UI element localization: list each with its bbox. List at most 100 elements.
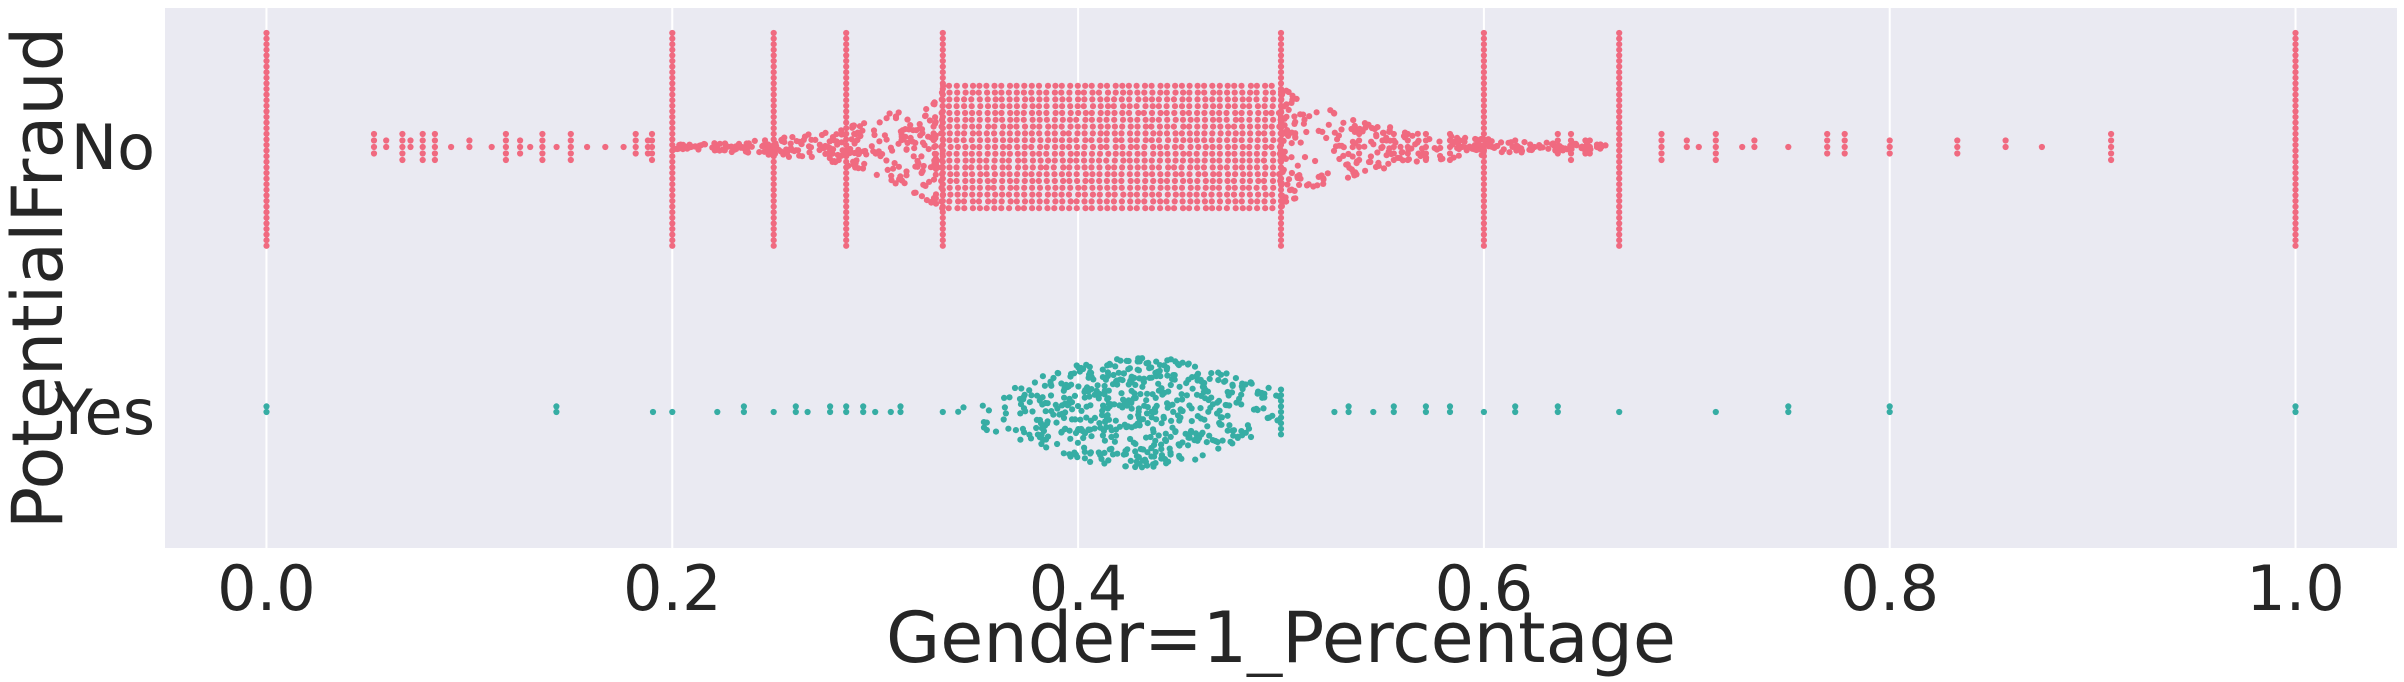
swarm-point [1331, 110, 1338, 117]
swarm-point [1238, 401, 1245, 408]
swarm-point [1164, 191, 1171, 198]
swarm-point [1126, 171, 1133, 178]
swarm-point [1230, 427, 1238, 434]
swarm-point [1210, 171, 1217, 178]
swarm-point [1480, 74, 1487, 81]
swarm-point [770, 130, 777, 137]
swarm-point [843, 57, 850, 65]
swarm-point [1082, 116, 1089, 123]
swarm-point [1089, 123, 1096, 130]
swarm-point [1022, 408, 1029, 415]
swarm-point [2292, 186, 2299, 193]
swarm-point [1238, 137, 1245, 144]
swarm-point [1141, 184, 1148, 191]
swarm-point [939, 130, 946, 137]
swarm-point [1616, 125, 1623, 132]
swarm-point [1103, 157, 1110, 164]
swarm-point [789, 134, 796, 141]
swarm-point [1216, 177, 1223, 185]
swarm-point [1179, 109, 1186, 117]
swarm-point [1088, 433, 1095, 440]
swarm-point [1006, 82, 1014, 89]
swarm-point [1194, 157, 1201, 164]
swarm-point [843, 63, 850, 70]
swarm-point [954, 123, 961, 130]
swarm-point [1238, 82, 1245, 89]
swarm-point [1097, 143, 1104, 151]
swarm-point [992, 150, 999, 157]
swarm-point [1224, 412, 1231, 419]
swarm-point [1215, 369, 1222, 376]
swarm-point [999, 184, 1006, 191]
y-tick-label: No [71, 111, 155, 184]
swarm-point [1305, 181, 1312, 188]
swarm-point [807, 144, 815, 151]
swarm-point [2108, 156, 2115, 164]
swarm-point [1134, 89, 1141, 96]
swarm-point [1247, 82, 1254, 89]
swarm-point [843, 175, 850, 182]
swarm-point [1231, 137, 1238, 144]
swarm-point [1296, 181, 1303, 188]
swarm-point [770, 113, 777, 121]
swarm-point [1390, 130, 1397, 138]
swarm-point [2292, 141, 2299, 149]
swarm-point [1262, 109, 1269, 117]
swarm-point [1036, 184, 1044, 191]
swarm-point [1143, 410, 1151, 417]
swarm-point [1277, 97, 1285, 104]
swarm-point [1020, 205, 1028, 212]
swarm-point [1039, 394, 1046, 401]
swarm-point [1088, 157, 1095, 164]
swarm-point [1148, 96, 1156, 103]
swarm-point [1000, 416, 1007, 423]
swarm-point [1097, 103, 1104, 110]
swarm-point [812, 136, 819, 143]
swarm-point [1238, 109, 1245, 117]
swarm-point [1521, 139, 1528, 146]
swarm-point [1112, 89, 1119, 96]
swarm-point [2292, 97, 2299, 104]
swarm-point [1029, 116, 1036, 123]
swarm-point [827, 403, 834, 410]
swarm-point [843, 119, 850, 126]
swarm-point [1239, 103, 1247, 110]
swarm-point [1422, 150, 1429, 157]
swarm-point [1133, 103, 1140, 110]
swarm-point [860, 408, 867, 416]
swarm-point [1616, 46, 1623, 53]
swarm-point [1133, 143, 1140, 151]
swarm-point [1202, 205, 1209, 212]
swarm-point [1253, 150, 1260, 157]
swarm-point [770, 136, 777, 143]
swarm-point [1455, 152, 1462, 159]
swarm-point [1029, 191, 1036, 198]
swarm-point [770, 147, 777, 154]
swarm-point [2038, 143, 2045, 151]
swarm-point [1404, 150, 1411, 157]
swarm-point [1270, 96, 1277, 103]
swarm-point [961, 123, 968, 130]
swarm-point [1456, 137, 1464, 144]
swarm-point [1226, 422, 1233, 429]
swarm-point [1150, 461, 1157, 468]
swarm-point [1038, 431, 1045, 438]
swarm-point [1255, 177, 1262, 185]
swarm-point [1658, 130, 1665, 138]
swarm-point [1247, 137, 1254, 144]
swarm-point [1254, 205, 1261, 212]
swarm-point [961, 103, 968, 110]
swarm-point [939, 220, 946, 227]
swarm-point [263, 175, 270, 182]
swarm-point [2108, 143, 2115, 151]
swarm-point [1216, 89, 1223, 96]
swarm-point [1216, 157, 1223, 164]
swarm-point [1225, 184, 1232, 191]
swarm-point [770, 153, 777, 160]
swarm-point [1006, 177, 1014, 185]
swarm-point [969, 143, 977, 151]
swarm-point [1260, 405, 1267, 412]
swarm-point [263, 35, 270, 42]
swarm-point [1021, 123, 1029, 130]
swarm-point [1088, 177, 1095, 185]
